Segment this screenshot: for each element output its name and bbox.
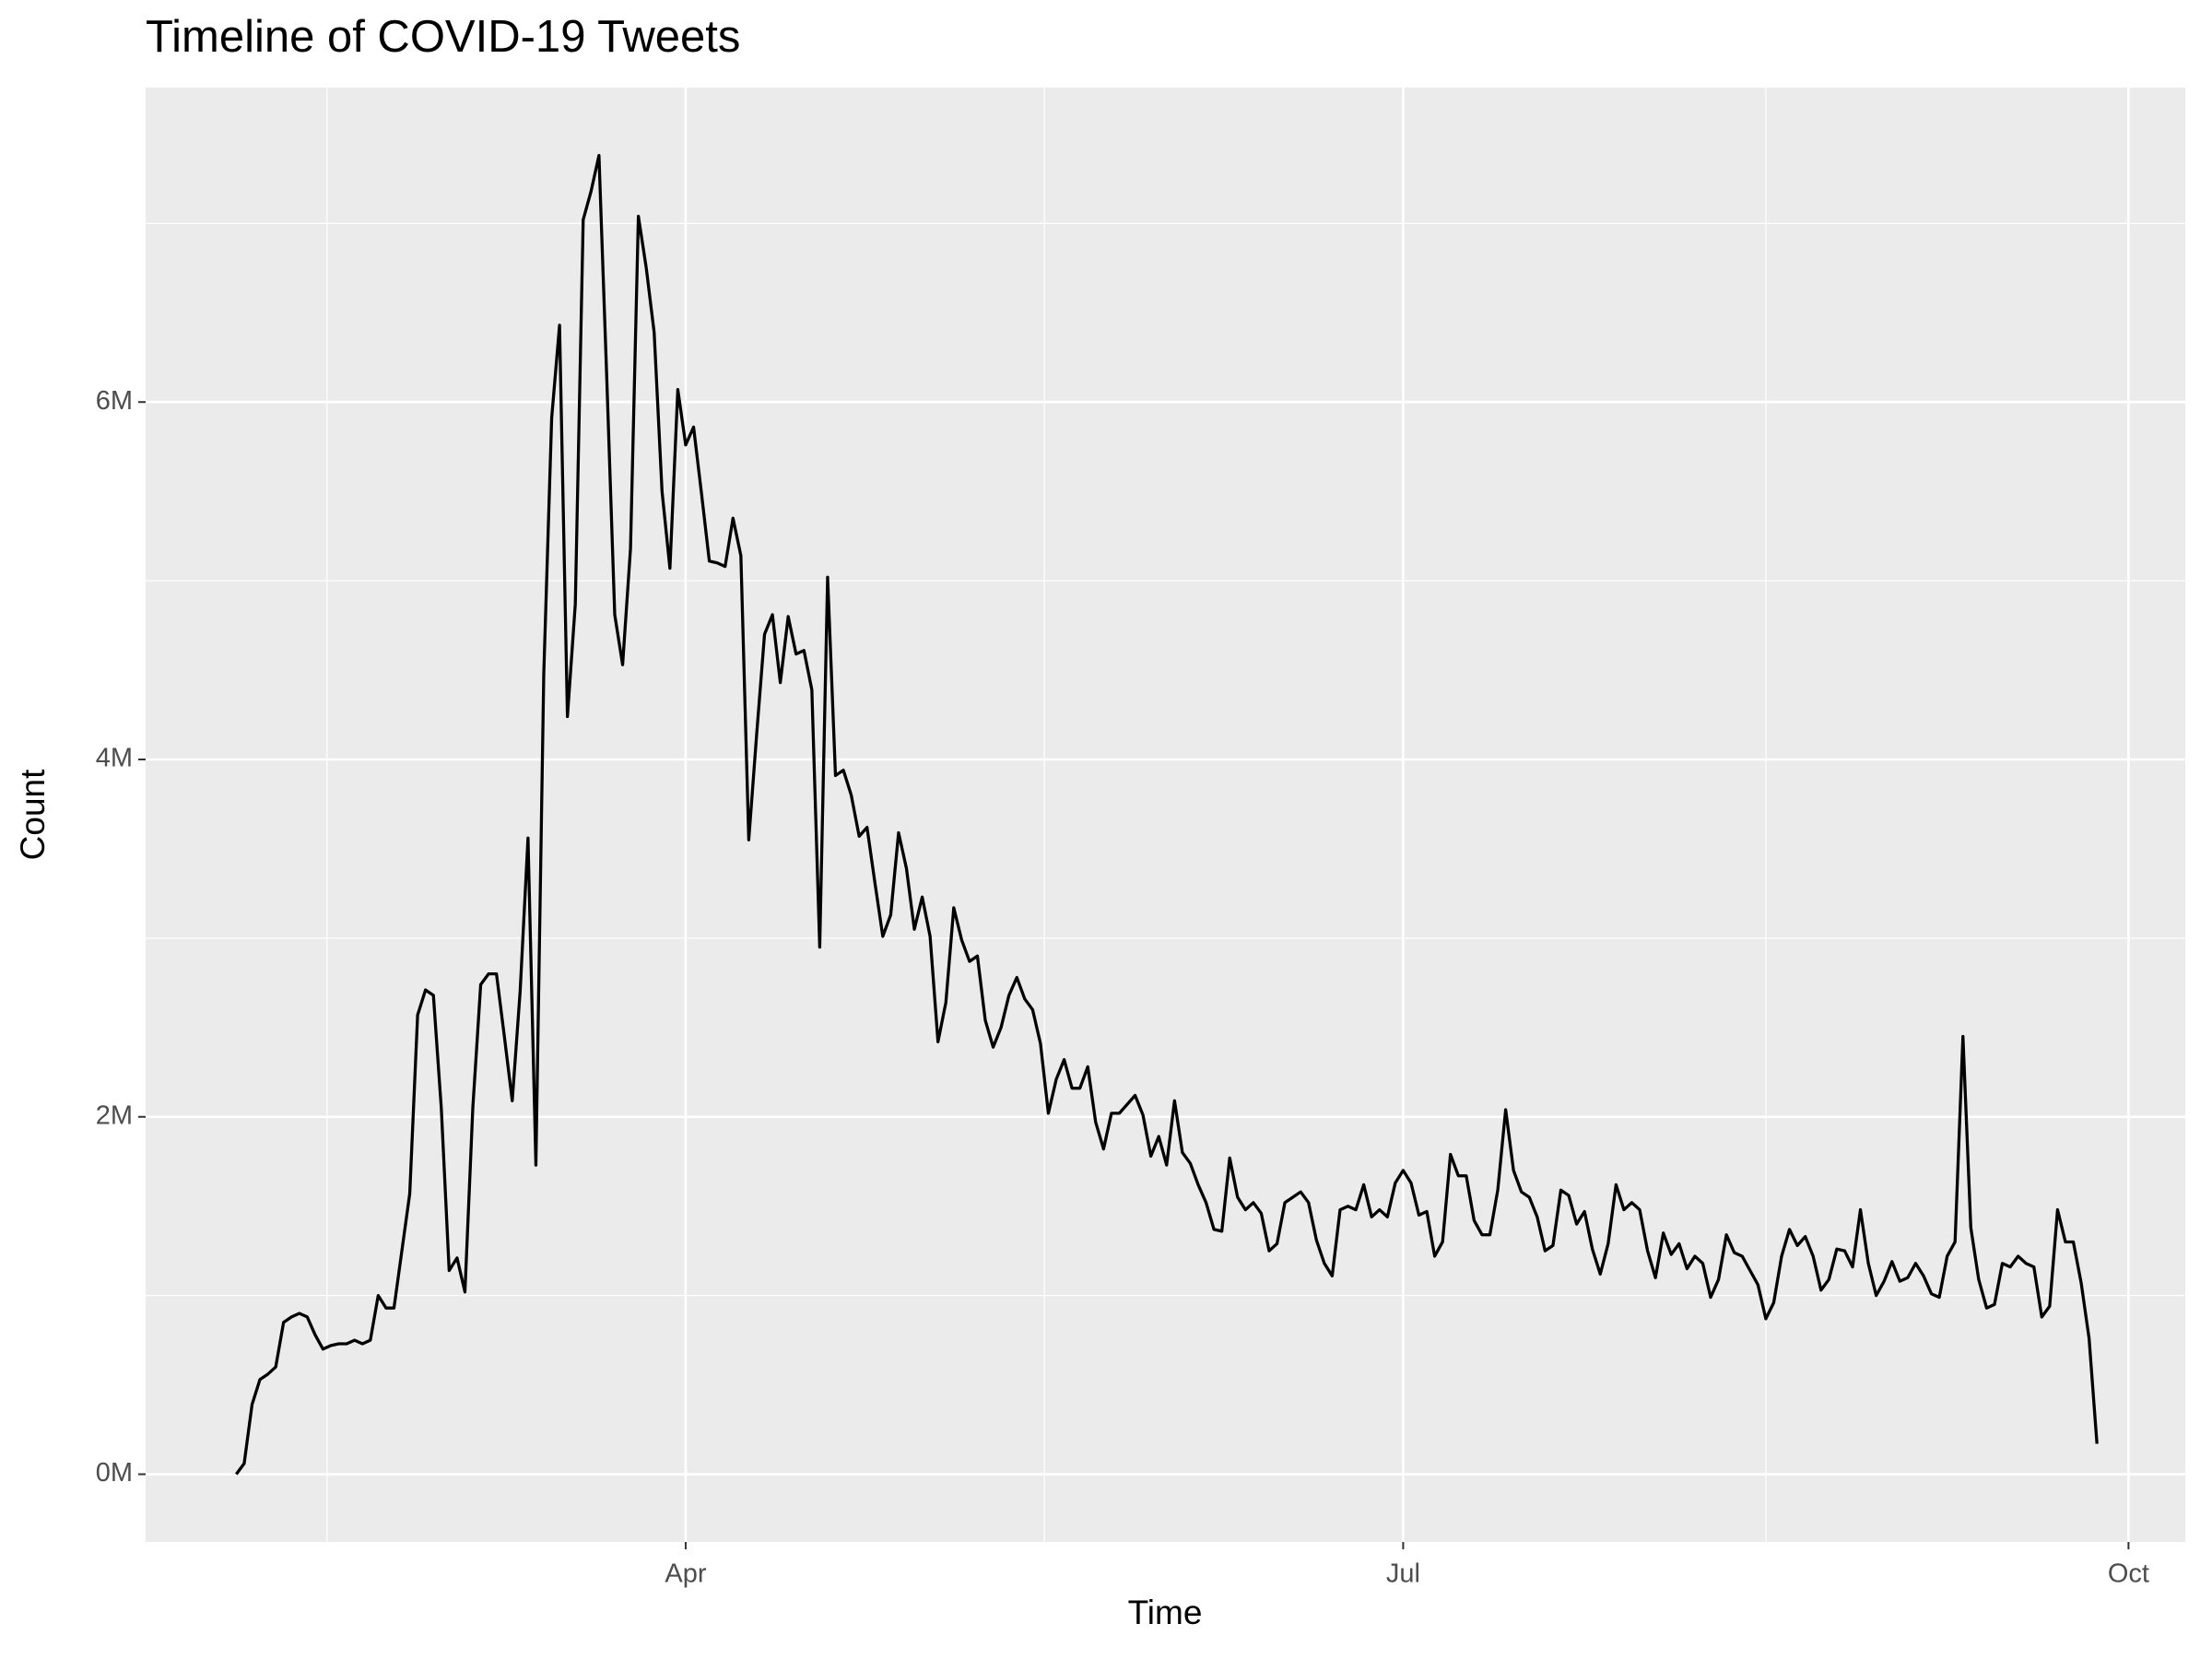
- y-tick-label: 4M: [96, 744, 133, 773]
- y-tick-label: 0M: [96, 1458, 133, 1488]
- y-tick-label: 6M: [96, 386, 133, 416]
- chart-title: Timeline of COVID-19 Tweets: [146, 12, 740, 62]
- line: [235, 154, 2099, 1476]
- x-tick-label: Apr: [665, 1559, 706, 1589]
- x-axis-title: Time: [1128, 1594, 1203, 1631]
- x-tick-label: Oct: [2108, 1559, 2149, 1589]
- panel: [146, 88, 2185, 1542]
- x-tick-label: Jul: [1386, 1559, 1420, 1589]
- y-axis-title: Count: [14, 769, 52, 860]
- y-tick-label: 2M: [96, 1100, 133, 1130]
